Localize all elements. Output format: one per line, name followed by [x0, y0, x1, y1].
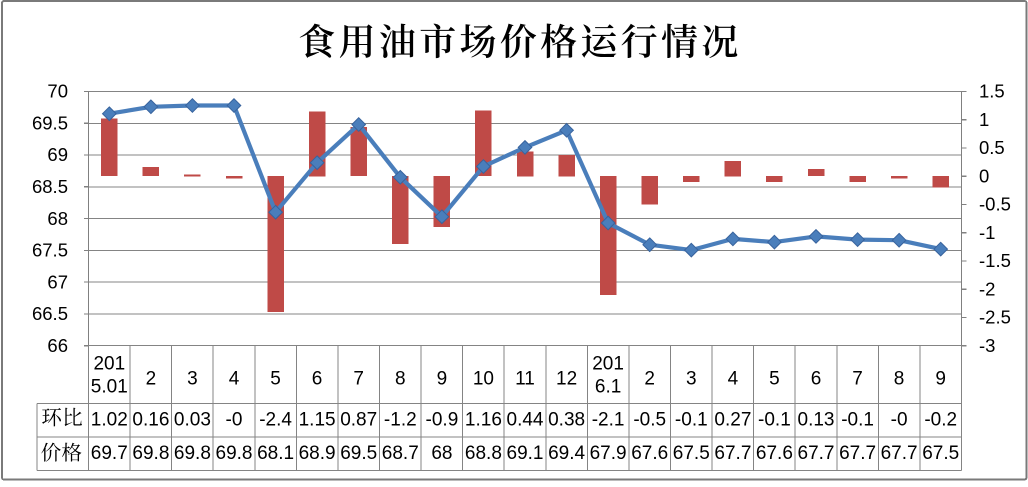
- svg-text:67.9: 67.9: [590, 443, 627, 464]
- svg-text:1: 1: [979, 109, 989, 130]
- svg-text:67.7: 67.7: [881, 443, 918, 464]
- svg-text:1.15: 1.15: [299, 410, 336, 431]
- svg-text:0.44: 0.44: [507, 410, 544, 431]
- svg-text:69.4: 69.4: [548, 443, 585, 464]
- svg-text:0.5: 0.5: [979, 137, 1005, 158]
- svg-text:67.7: 67.7: [714, 443, 751, 464]
- svg-text:-0.1: -0.1: [675, 410, 708, 431]
- svg-text:-2.4: -2.4: [259, 410, 292, 431]
- svg-text:70: 70: [47, 81, 68, 102]
- svg-text:11: 11: [515, 369, 535, 390]
- svg-text:-0: -0: [891, 410, 908, 431]
- svg-text:10: 10: [473, 369, 494, 390]
- svg-text:9: 9: [437, 369, 448, 390]
- svg-text:-0: -0: [226, 410, 243, 431]
- svg-text:-3: -3: [979, 335, 995, 356]
- svg-text:2: 2: [644, 369, 655, 390]
- svg-text:7: 7: [353, 369, 364, 390]
- svg-text:1.5: 1.5: [979, 81, 1005, 102]
- svg-text:5.01: 5.01: [91, 377, 128, 398]
- svg-text:68.1: 68.1: [257, 443, 294, 464]
- svg-text:-2: -2: [979, 278, 995, 299]
- svg-text:-0.5: -0.5: [979, 194, 1011, 215]
- svg-text:9: 9: [935, 369, 946, 390]
- svg-text:-0.1: -0.1: [841, 410, 874, 431]
- svg-text:3: 3: [187, 369, 198, 390]
- svg-text:69.8: 69.8: [174, 443, 211, 464]
- svg-text:68: 68: [431, 443, 452, 464]
- svg-text:68.9: 68.9: [299, 443, 336, 464]
- svg-text:-0.9: -0.9: [426, 410, 459, 431]
- svg-text:69.5: 69.5: [340, 443, 377, 464]
- svg-text:-2.1: -2.1: [592, 410, 625, 431]
- svg-text:-1.2: -1.2: [384, 410, 417, 431]
- svg-text:67.5: 67.5: [673, 443, 710, 464]
- svg-text:68.5: 68.5: [32, 176, 68, 197]
- svg-text:-2.5: -2.5: [979, 307, 1011, 328]
- svg-text:69.1: 69.1: [507, 443, 544, 464]
- svg-text:66: 66: [47, 335, 68, 356]
- svg-text:1.16: 1.16: [465, 410, 502, 431]
- svg-text:67.6: 67.6: [631, 443, 668, 464]
- svg-text:8: 8: [894, 369, 905, 390]
- svg-text:12: 12: [556, 369, 577, 390]
- svg-text:0.16: 0.16: [132, 410, 169, 431]
- svg-text:6.1: 6.1: [595, 377, 621, 398]
- svg-text:-0.2: -0.2: [924, 410, 957, 431]
- svg-text:0.38: 0.38: [548, 410, 585, 431]
- svg-text:4: 4: [229, 369, 240, 390]
- svg-text:0.27: 0.27: [714, 410, 751, 431]
- svg-text:6: 6: [312, 369, 323, 390]
- svg-text:5: 5: [270, 369, 281, 390]
- svg-text:-1.5: -1.5: [979, 250, 1011, 271]
- svg-text:68.8: 68.8: [465, 443, 502, 464]
- svg-text:201: 201: [592, 354, 624, 375]
- svg-text:3: 3: [686, 369, 697, 390]
- svg-text:67: 67: [47, 271, 68, 292]
- svg-text:-0.1: -0.1: [758, 410, 791, 431]
- svg-text:2: 2: [146, 369, 157, 390]
- svg-text:67.6: 67.6: [756, 443, 793, 464]
- svg-text:68: 68: [47, 208, 68, 229]
- svg-text:0.13: 0.13: [798, 410, 835, 431]
- svg-text:-0.5: -0.5: [633, 410, 666, 431]
- svg-text:67.5: 67.5: [922, 443, 959, 464]
- svg-text:0.87: 0.87: [340, 410, 377, 431]
- svg-text:68.7: 68.7: [382, 443, 419, 464]
- svg-text:4: 4: [728, 369, 739, 390]
- svg-text:66.5: 66.5: [32, 303, 68, 324]
- svg-text:201: 201: [93, 354, 125, 375]
- svg-text:-1: -1: [979, 222, 995, 243]
- svg-text:69.8: 69.8: [216, 443, 253, 464]
- svg-text:67.5: 67.5: [32, 240, 68, 261]
- svg-text:69.8: 69.8: [132, 443, 169, 464]
- svg-text:5: 5: [769, 369, 780, 390]
- svg-text:0.03: 0.03: [174, 410, 211, 431]
- svg-text:8: 8: [395, 369, 406, 390]
- svg-text:7: 7: [852, 369, 863, 390]
- svg-text:67.7: 67.7: [798, 443, 835, 464]
- svg-text:1.02: 1.02: [91, 410, 128, 431]
- svg-text:69.5: 69.5: [32, 113, 68, 134]
- svg-text:69.7: 69.7: [91, 443, 128, 464]
- svg-text:0: 0: [979, 165, 989, 186]
- svg-text:69: 69: [47, 144, 68, 165]
- svg-text:6: 6: [811, 369, 822, 390]
- svg-text:67.7: 67.7: [839, 443, 876, 464]
